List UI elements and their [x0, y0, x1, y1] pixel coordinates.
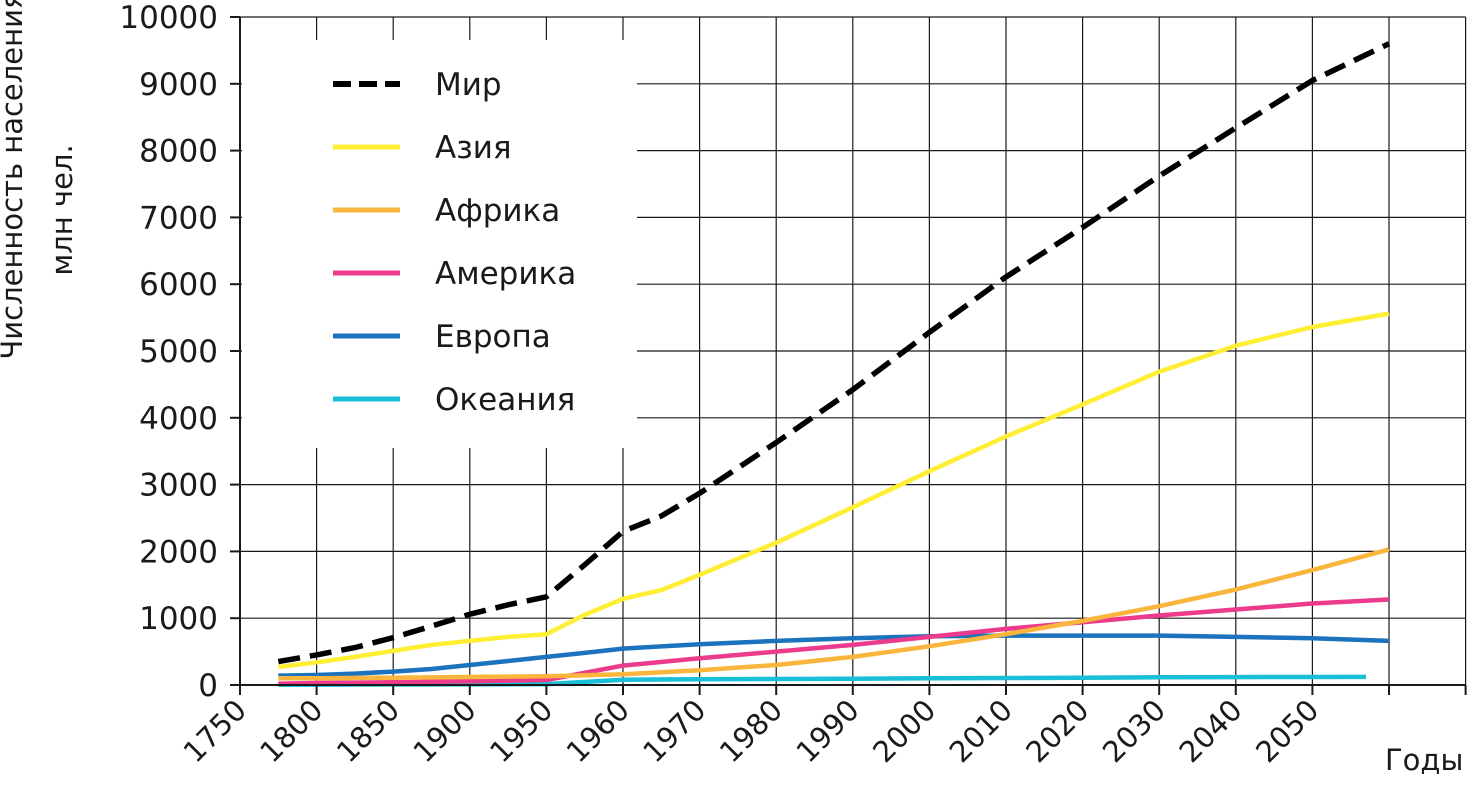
y-tick-label: 8000 — [139, 134, 218, 170]
x-tick-label: 1960 — [560, 693, 636, 769]
grid — [240, 16, 1467, 685]
legend-label-Америка: Америка — [435, 256, 576, 292]
x-tick-label: 1970 — [636, 693, 712, 769]
y-tick-label: 5000 — [139, 334, 218, 370]
x-axis-title: Годы — [1385, 743, 1463, 777]
x-tick-label: 2000 — [866, 693, 942, 769]
legend: Мир Азия Африка Америка Европа Океания — [333, 67, 576, 418]
x-tick-label: 2010 — [943, 693, 1019, 769]
series-line-Мир — [277, 41, 1391, 665]
x-tick-labels: 1750 1800 1850 1900 1950 1960 1970 1980 1990 2000… — [177, 693, 1326, 769]
y-tick-label: 6000 — [139, 267, 218, 303]
series-line-Америка — [278, 597, 1390, 686]
x-tick-label: 1800 — [253, 693, 329, 769]
x-tick-label: 1980 — [713, 693, 789, 769]
x-tick-label: 2040 — [1173, 693, 1249, 769]
legend-background — [242, 40, 637, 448]
y-tick-label: 7000 — [139, 200, 218, 236]
legend-label-Африка: Африка — [435, 193, 560, 229]
x-tick-label: 1900 — [407, 693, 483, 769]
y-tick-label: 4000 — [139, 401, 218, 437]
legend-label-Европа: Европа — [435, 319, 551, 355]
x-tick-label: 1750 — [177, 693, 253, 769]
axes — [230, 16, 1467, 695]
legend-label-Азия: Азия — [435, 130, 512, 166]
legend-label-Мир: Мир — [435, 67, 502, 103]
x-tick-label: 1950 — [483, 693, 559, 769]
y-tick-label: 9000 — [139, 67, 218, 103]
y-tick-label: 10000 — [119, 0, 218, 36]
series-line-Африка — [278, 547, 1390, 681]
series-line-Азия — [278, 311, 1390, 670]
y-axis-title-line-2: млн чел. — [45, 144, 79, 275]
series-line-Океания — [278, 674, 1367, 687]
y-tick-labels: 0 1000 2000 3000 4000 5000 6000 7000 8000 9000 100… — [119, 0, 218, 704]
legend-label-Океания: Океания — [435, 382, 575, 418]
y-tick-label: 1000 — [139, 601, 218, 637]
y-tick-label: 2000 — [139, 534, 218, 570]
y-tick-label: 3000 — [139, 468, 218, 504]
x-tick-label: 1850 — [330, 693, 406, 769]
x-tick-label: 2030 — [1096, 693, 1172, 769]
x-tick-label: 2020 — [1019, 693, 1095, 769]
series-line-Европа — [278, 633, 1390, 678]
series-lines — [277, 41, 1391, 687]
x-tick-label: 2050 — [1249, 693, 1325, 769]
y-tick-label: 0 — [198, 668, 218, 704]
y-axis-title-line-1: Численность населения, — [0, 0, 29, 360]
x-tick-label: 1990 — [790, 693, 866, 769]
